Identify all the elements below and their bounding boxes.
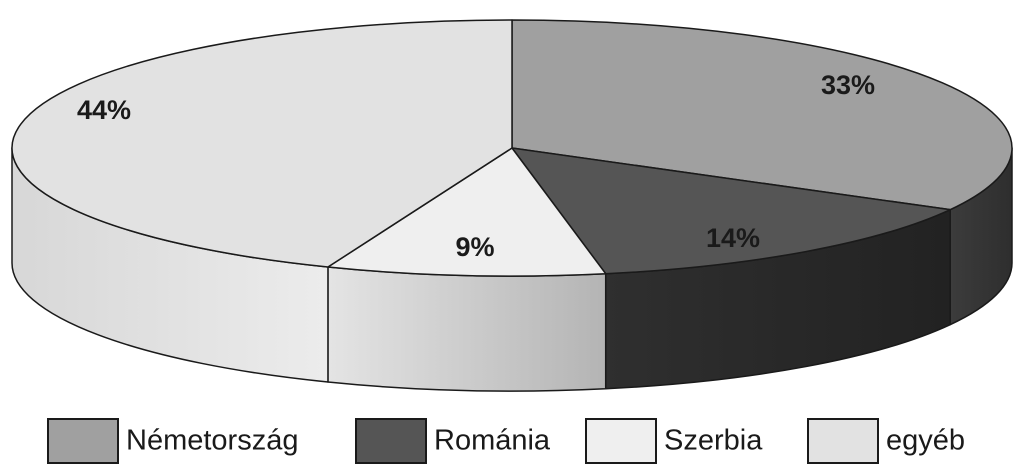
legend-swatch-nemetorszag (47, 418, 119, 464)
legend-label-nemetorszag: Németország (126, 425, 298, 457)
pie-tops (11, 19, 1013, 277)
legend-swatch-egyeb (807, 418, 879, 464)
legend: Németország Románia Szerbia egyéb (47, 418, 965, 464)
pie-slice-nemetorszag (511, 19, 1013, 211)
slice-label-szerbia: 9% (455, 232, 494, 262)
pie-slice-szerbia (327, 147, 607, 277)
slice-label-nemetorszag: 33% (821, 70, 875, 100)
legend-swatch-szerbia (585, 418, 657, 464)
legend-label-egyeb: egyéb (886, 425, 965, 457)
legend-swatch-romania (355, 418, 427, 464)
pie-side-szerbia (327, 266, 607, 392)
legend-item-egyeb: egyéb (807, 418, 965, 464)
legend-label-szerbia: Szerbia (664, 425, 763, 457)
pie-slice-egyeb (11, 19, 513, 268)
pie-slice-romania (511, 147, 951, 275)
legend-item-romania: Románia (355, 418, 551, 464)
legend-item-nemetorszag: Németország (47, 418, 298, 464)
slice-label-romania: 14% (706, 223, 760, 253)
legend-label-romania: Románia (434, 425, 551, 457)
legend-item-szerbia: Szerbia (585, 418, 763, 464)
pie-labels: 33% 14% 9% 44% (77, 70, 875, 262)
slice-label-egyeb: 44% (77, 95, 131, 125)
pie-sides (11, 147, 1013, 392)
